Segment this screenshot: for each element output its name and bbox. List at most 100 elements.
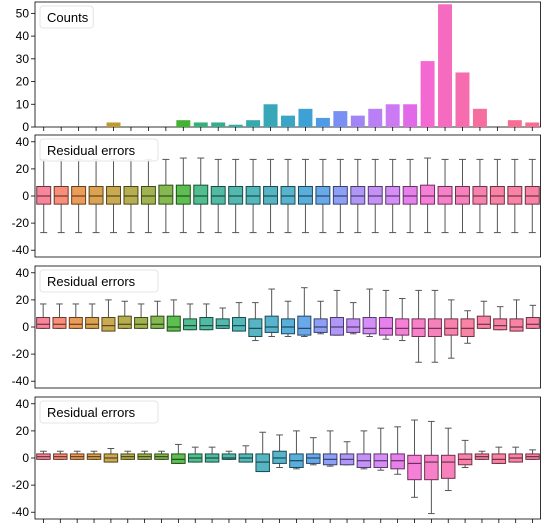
box — [455, 186, 470, 205]
box — [385, 186, 401, 205]
bar — [455, 72, 470, 127]
box — [491, 453, 507, 464]
box — [36, 186, 52, 205]
bar — [193, 122, 208, 127]
box — [280, 186, 296, 205]
y-tick-label: -20 — [12, 347, 30, 361]
box — [166, 315, 181, 332]
panel-title-box — [39, 400, 159, 424]
box — [507, 186, 523, 205]
y-tick-label: 0 — [22, 120, 29, 134]
bar — [263, 104, 278, 127]
box — [509, 318, 524, 332]
box — [390, 453, 405, 470]
box — [402, 186, 418, 205]
box — [117, 315, 132, 329]
y-tick-label: 0 — [22, 189, 29, 203]
y-tick-label: 20 — [16, 424, 30, 438]
y-tick-label: -40 — [12, 374, 30, 388]
box — [280, 318, 296, 335]
y-tick-label: 40 — [16, 135, 30, 149]
box — [88, 186, 104, 205]
box — [36, 317, 51, 329]
bar — [211, 122, 226, 127]
y-tick-label: -40 — [12, 243, 30, 257]
box — [315, 186, 331, 205]
y-tick-label: 0 — [22, 320, 29, 334]
box — [420, 184, 436, 205]
y-tick-label: -20 — [12, 478, 30, 492]
bar — [246, 120, 261, 127]
panel-title: Residual errors — [47, 143, 136, 158]
box — [350, 186, 366, 205]
box — [407, 454, 422, 481]
box — [264, 315, 279, 333]
box — [158, 184, 174, 205]
bar — [298, 108, 313, 127]
bar — [438, 4, 453, 127]
box — [210, 186, 226, 205]
box — [228, 186, 244, 205]
y-tick-label: 50 — [16, 6, 30, 20]
box — [183, 318, 198, 331]
bar — [315, 117, 330, 127]
panel-title-box — [39, 138, 159, 162]
y-tick-label: -40 — [12, 505, 30, 519]
box — [525, 317, 540, 329]
box — [493, 318, 508, 331]
box — [362, 317, 377, 335]
box — [68, 317, 83, 329]
y-tick-label: 20 — [16, 293, 30, 307]
box — [367, 186, 383, 205]
bar — [106, 122, 121, 127]
box — [263, 186, 279, 205]
panel-title: Residual errors — [47, 405, 136, 420]
box — [440, 454, 456, 479]
box — [395, 318, 410, 336]
panel-title: Residual errors — [47, 274, 136, 289]
box — [71, 186, 87, 205]
box — [472, 186, 488, 205]
box — [524, 186, 540, 205]
box — [297, 315, 312, 336]
bar — [228, 124, 243, 127]
bar — [333, 111, 348, 127]
box — [444, 318, 459, 336]
box — [193, 184, 209, 205]
box — [221, 453, 237, 460]
box — [106, 186, 121, 205]
bar — [281, 115, 295, 127]
box — [346, 318, 361, 333]
y-tick-label: 30 — [16, 52, 30, 66]
y-tick-label: 40 — [16, 29, 30, 43]
y-tick-label: 10 — [16, 97, 30, 111]
box — [329, 317, 344, 336]
box — [199, 317, 214, 331]
box — [140, 186, 156, 205]
y-tick-label: 20 — [16, 162, 30, 176]
box — [378, 317, 393, 336]
box — [332, 186, 348, 205]
box — [306, 453, 321, 464]
box — [460, 318, 475, 337]
box — [245, 186, 261, 205]
bar — [350, 115, 365, 127]
y-tick-label: -20 — [12, 216, 30, 230]
y-tick-label: 40 — [16, 397, 30, 411]
box — [437, 186, 453, 205]
bar — [368, 108, 383, 127]
panel-title: Counts — [47, 10, 89, 25]
box — [489, 186, 505, 205]
box — [427, 318, 442, 337]
box — [411, 318, 426, 337]
bar — [472, 108, 487, 127]
box — [313, 318, 328, 333]
box — [424, 454, 439, 481]
box — [297, 186, 313, 205]
panel-title-box — [39, 269, 159, 293]
bar — [385, 104, 400, 127]
panel-title-box — [39, 5, 94, 29]
bar — [507, 120, 522, 127]
bar — [420, 61, 435, 127]
